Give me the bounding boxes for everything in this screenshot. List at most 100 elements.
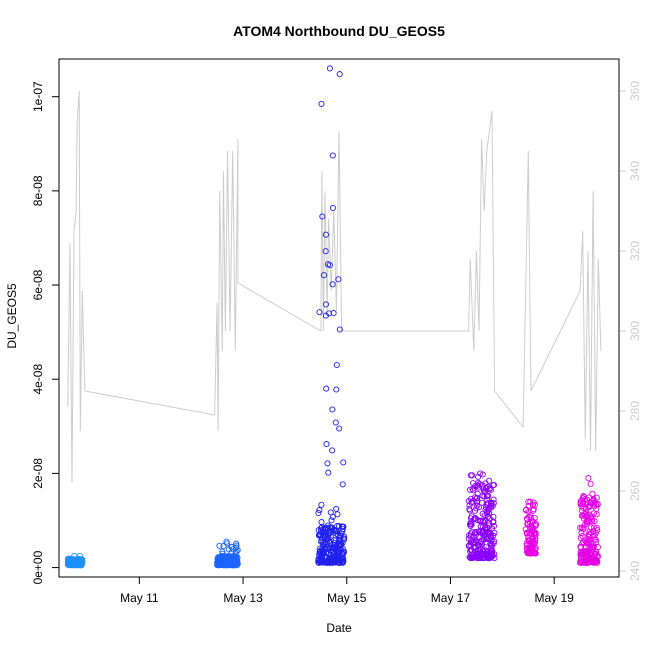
data-point [484,554,491,561]
data-point [78,561,85,569]
data-point [482,480,489,487]
data-point [474,552,481,559]
data-point [589,498,596,505]
data-point [71,552,78,559]
data-point [322,231,329,238]
data-point [467,546,474,553]
data-point [483,509,491,516]
data-point [480,527,487,534]
data-point [532,535,539,542]
data-point [589,558,596,565]
data-point [65,556,72,563]
data-point [529,539,536,546]
data-point [592,529,599,537]
x-tick-label: May 17 [431,591,471,605]
data-point [215,559,222,566]
data-point [593,494,600,501]
data-point [327,542,334,549]
data-point [479,529,486,536]
data-point [317,527,325,534]
data-point [522,526,529,533]
data-point [230,560,237,567]
data-point [322,531,329,538]
data-point [475,504,482,511]
data-point [579,540,586,547]
data-point [225,560,232,567]
y-tick-label: 8e-08 [31,175,45,206]
data-point [467,522,474,530]
data-point [340,555,347,562]
data-point [329,406,336,413]
data-point [587,499,594,506]
data-point [333,549,341,556]
data-point [484,501,491,508]
data-point [219,548,226,555]
data-point [339,481,346,488]
data-point [326,262,333,269]
data-point [590,555,597,562]
data-point [528,529,535,536]
data-point [482,506,489,513]
data-point [577,524,584,531]
x-tick-label: May 19 [535,591,575,605]
data-point [585,504,592,511]
data-point [219,554,226,561]
data-point [322,248,329,255]
data-point [329,513,336,521]
data-point [586,515,593,522]
data-point [339,523,346,530]
data-point [487,486,494,493]
y2-tick-label: 280 [628,401,642,421]
data-point [474,498,481,505]
data-point [71,559,78,566]
data-point [340,459,347,466]
data-point [475,479,482,486]
data-point [477,470,484,477]
x-axis-label: Date [326,621,352,635]
data-point [324,536,331,543]
data-point [228,543,235,550]
data-point [578,549,585,556]
data-point [216,542,223,549]
data-point [467,519,475,526]
secondary-series-line [67,90,602,484]
data-point [583,509,590,516]
data-point [323,441,330,448]
data-point [483,493,491,500]
data-point [585,531,592,538]
data-point [333,361,340,369]
data-point [472,515,479,522]
data-point [584,500,591,507]
data-point [527,526,534,533]
data-point [525,498,532,505]
data-point [479,550,487,558]
data-point [590,559,597,566]
data-point [335,523,343,530]
data-point [483,535,490,543]
data-point [583,552,590,559]
data-point [318,538,325,545]
data-point [329,204,336,212]
data-points-layer [64,65,602,569]
data-point [585,559,592,566]
data-point [580,493,587,500]
data-point [591,536,598,543]
data-point [480,554,487,562]
data-point [474,502,481,509]
data-point [324,460,331,467]
data-point [531,501,538,508]
data-point [474,490,481,497]
data-point [481,554,489,561]
data-point [481,493,488,500]
x-tick-label: May 13 [223,591,263,605]
data-point [475,484,482,491]
data-point [481,488,488,495]
data-point [338,530,345,537]
data-point [316,531,323,538]
data-point [527,498,534,505]
data-point [230,558,237,565]
data-point [316,309,323,316]
data-point [585,518,592,525]
y2-tick-label: 300 [628,321,642,341]
